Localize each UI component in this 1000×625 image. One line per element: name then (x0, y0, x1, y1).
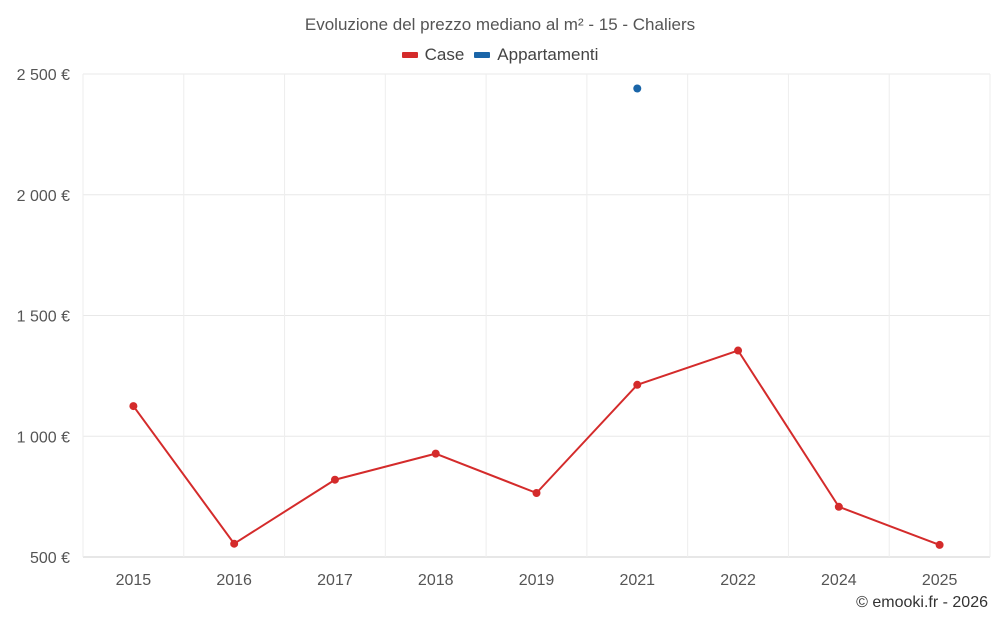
x-tick-label: 2024 (821, 572, 857, 589)
x-tick-label: 2021 (619, 572, 655, 589)
data-point-case (431, 449, 440, 458)
data-point-case (834, 502, 843, 511)
data-point-case (532, 489, 541, 498)
x-tick-label: 2018 (418, 572, 454, 589)
x-tick-label: 2015 (116, 572, 152, 589)
data-point-case (129, 402, 138, 411)
y-tick-label: 2 000 € (17, 188, 70, 205)
data-point-appartamenti (633, 84, 642, 93)
data-point-case (734, 346, 743, 355)
data-point-case (935, 540, 944, 549)
legend-item-appartamenti[interactable]: Appartamenti (474, 45, 598, 65)
x-tick-label: 2025 (922, 572, 958, 589)
x-tick-label: 2022 (720, 572, 756, 589)
legend-item-case[interactable]: Case (401, 45, 465, 65)
data-point-case (633, 380, 642, 389)
legend-swatch-case (401, 52, 418, 58)
legend-label-case: Case (424, 45, 465, 64)
credits[interactable]: © emooki.fr - 2026 (856, 594, 988, 611)
data-point-case (230, 539, 239, 548)
x-tick-label: 2019 (519, 572, 555, 589)
legend-swatch-appartamenti (474, 52, 491, 58)
x-tick-label: 2016 (216, 572, 252, 589)
chart-title: Evoluzione del prezzo mediano al m² - 15… (304, 15, 696, 34)
legend-label-appartamenti: Appartamenti (497, 45, 599, 64)
y-tick-label: 2 500 € (17, 67, 70, 84)
series-line-case (132, 349, 940, 546)
x-tick-label: 2017 (317, 572, 353, 589)
y-tick-label: 1 500 € (17, 309, 70, 326)
y-tick-label: 500 € (30, 550, 70, 567)
legend: Case Appartamenti (0, 45, 1000, 65)
data-point-case (330, 475, 339, 484)
y-tick-label: 1 000 € (17, 429, 70, 446)
